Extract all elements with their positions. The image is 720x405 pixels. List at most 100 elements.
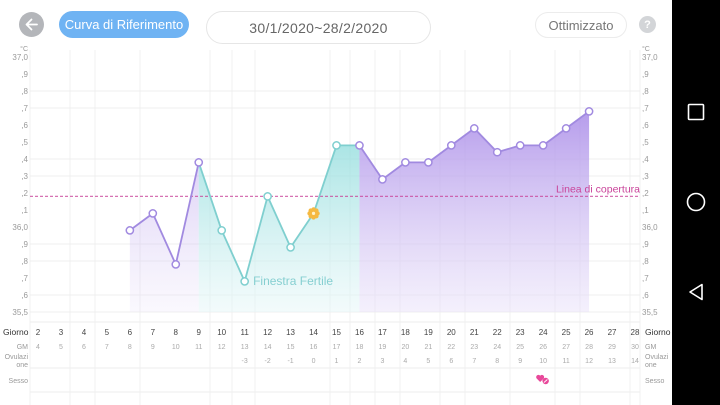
temperature-point[interactable]	[217, 226, 227, 235]
y-tick-label: ,7	[21, 104, 28, 113]
temperature-line-segment	[266, 196, 292, 248]
day-number[interactable]: 27	[608, 328, 617, 337]
y-tick-label: ,6	[642, 291, 649, 300]
day-number[interactable]: 16	[355, 328, 364, 337]
day-number[interactable]: 26	[585, 328, 594, 337]
android-nav-bar	[672, 0, 720, 405]
cycle-day-number: 17	[333, 344, 341, 351]
y-tick-label: ,8	[21, 257, 28, 266]
cycle-day-number: 29	[608, 344, 616, 351]
y-tick-label: ,4	[21, 155, 28, 164]
temperature-point[interactable]	[469, 124, 479, 133]
cycle-day-number: 6	[82, 344, 86, 351]
gm-row-label: GM	[17, 344, 28, 351]
day-number[interactable]: 2	[36, 328, 41, 337]
day-number[interactable]: 5	[105, 328, 110, 337]
help-button[interactable]: ?	[639, 16, 656, 33]
giorno-row-label-right: Giorno	[645, 327, 671, 337]
ovulation-offset: 4	[403, 358, 407, 365]
temperature-point[interactable]	[355, 141, 364, 150]
cycle-day-number: 8	[128, 344, 132, 351]
y-tick-label: 36,0	[12, 223, 28, 232]
day-number[interactable]: 3	[59, 328, 64, 337]
temperature-line-segment	[174, 162, 200, 265]
ovulation-offset: 3	[380, 358, 384, 365]
bbt-chart-app: Curva di Riferimento 30/1/2020~28/2/2020…	[0, 0, 672, 405]
optimized-button[interactable]: Ottimizzato	[535, 12, 627, 38]
temperature-point[interactable]	[561, 124, 571, 133]
temperature-point[interactable]	[423, 158, 433, 167]
nav-back-button[interactable]	[672, 272, 720, 312]
day-number[interactable]: 4	[82, 328, 87, 337]
y-tick-label: ,2	[642, 189, 649, 198]
day-number[interactable]: 13	[286, 328, 295, 337]
day-number[interactable]: 11	[240, 328, 249, 337]
day-number[interactable]: 24	[539, 328, 548, 337]
temperature-point[interactable]	[286, 243, 295, 252]
temperature-point[interactable]	[332, 141, 341, 150]
y-tick-label: ,7	[642, 274, 649, 283]
temperature-point[interactable]	[171, 260, 181, 269]
day-number[interactable]: 20	[447, 328, 456, 337]
question-mark-icon: ?	[644, 18, 651, 31]
day-number[interactable]: 8	[174, 328, 179, 337]
ovulation-row-label: Ovulazi	[5, 354, 29, 361]
home-button[interactable]	[672, 182, 720, 222]
day-number[interactable]: 10	[217, 328, 226, 337]
back-button[interactable]	[19, 12, 44, 37]
temperature-point[interactable]	[401, 158, 410, 167]
y-tick-label: ,1	[642, 206, 649, 215]
temperature-point[interactable]	[492, 147, 502, 157]
temperature-point[interactable]	[515, 141, 525, 150]
day-number[interactable]: 15	[332, 328, 341, 337]
ovulation-offset: 0	[312, 358, 316, 365]
day-number[interactable]: 7	[151, 328, 156, 337]
temperature-line-segment	[473, 127, 498, 153]
day-number[interactable]: 6	[128, 328, 133, 337]
day-number[interactable]: 9	[197, 328, 202, 337]
temperature-line-segment	[427, 144, 452, 164]
cycle-day-number: 25	[516, 344, 524, 351]
cycle-day-number: 4	[36, 344, 40, 351]
temperature-point[interactable]	[125, 226, 135, 235]
heart-icon[interactable]	[536, 374, 549, 385]
cycle-day-number: 5	[59, 344, 63, 351]
ovulation-offset: 11	[562, 358, 569, 365]
temperature-point[interactable]	[446, 141, 456, 150]
day-number[interactable]: 21	[470, 328, 479, 337]
temperature-chart[interactable]: °C37,0,9,8,7,6,5,4,3,2,136,0,9,8,7,635,5…	[0, 0, 672, 405]
day-number[interactable]: 14	[309, 328, 318, 337]
ovulation-sun-icon[interactable]	[307, 207, 320, 220]
day-number[interactable]: 28	[631, 328, 640, 337]
y-tick-label: 37,0	[12, 53, 28, 62]
temperature-point[interactable]	[194, 158, 204, 167]
temperature-point[interactable]	[240, 277, 250, 286]
y-tick-label: 35,5	[642, 308, 658, 317]
ovulation-offset: 10	[539, 358, 547, 365]
temperature-line-segment	[542, 127, 567, 147]
day-number[interactable]: 23	[516, 328, 525, 337]
temperature-point[interactable]	[263, 192, 272, 201]
temperature-point[interactable]	[538, 141, 548, 150]
y-tick-label: ,8	[642, 257, 649, 266]
cycle-day-number: 20	[401, 344, 409, 351]
cycle-day-number: 26	[539, 344, 547, 351]
temperature-point[interactable]	[584, 107, 594, 116]
cycle-day-number: 15	[287, 344, 295, 351]
reference-curve-button[interactable]: Curva di Riferimento	[59, 11, 189, 38]
cycle-day-number: 28	[585, 344, 593, 351]
day-number[interactable]: 18	[401, 328, 410, 337]
day-number[interactable]: 12	[263, 328, 272, 337]
date-range-selector[interactable]: 30/1/2020~28/2/2020	[206, 11, 431, 44]
temperature-point[interactable]	[148, 209, 158, 218]
temperature-point[interactable]	[378, 175, 387, 184]
cycle-day-number: 10	[172, 344, 180, 351]
day-number[interactable]: 19	[424, 328, 433, 337]
y-tick-label: 36,0	[642, 223, 658, 232]
day-number[interactable]: 25	[562, 328, 571, 337]
day-number[interactable]: 17	[378, 328, 387, 337]
ovulation-offset: 12	[585, 358, 593, 365]
follicular-area	[129, 162, 199, 312]
day-number[interactable]: 22	[493, 328, 502, 337]
recent-apps-button[interactable]	[672, 92, 720, 132]
